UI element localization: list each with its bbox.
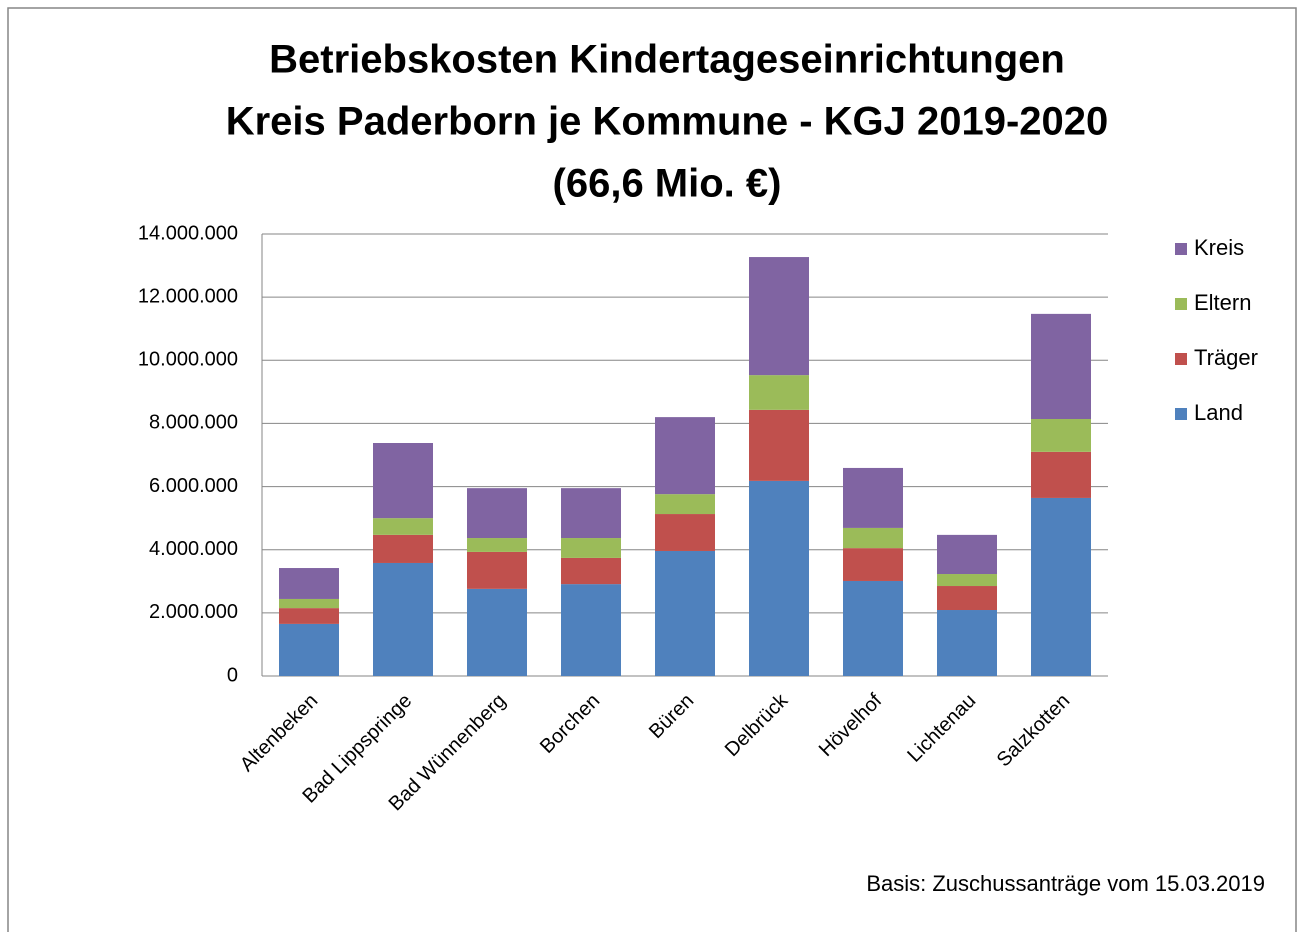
y-tick-label: 0: [227, 664, 238, 686]
bar-segment: [655, 514, 715, 551]
bar-segment: [843, 548, 903, 581]
bar-segment: [279, 608, 339, 624]
bar-segment: [279, 598, 339, 609]
bar-segment: [561, 584, 621, 676]
legend-swatch: [1175, 408, 1187, 420]
y-tick-label: 14.000.000: [138, 222, 238, 244]
bar-segment: [749, 257, 809, 376]
bar-segment: [467, 488, 527, 539]
bar-segment: [655, 417, 715, 495]
legend-label: Träger: [1194, 345, 1258, 370]
x-tick-label: Salzkotten: [993, 690, 1075, 772]
bar-segment: [373, 534, 433, 563]
bar-segment: [749, 409, 809, 481]
legend-swatch: [1175, 298, 1187, 310]
legend-swatch: [1175, 243, 1187, 255]
y-tick-label: 10.000.000: [138, 349, 238, 371]
bar-segment: [561, 538, 621, 558]
bar-segment: [467, 588, 527, 676]
legend-swatch: [1175, 353, 1187, 365]
bar-segment: [937, 610, 997, 676]
bar-segment: [467, 551, 527, 589]
bar-segment: [561, 488, 621, 539]
y-tick-label: 4.000.000: [149, 538, 238, 560]
bar-segment: [937, 534, 997, 575]
bar-segment: [279, 623, 339, 676]
bar-segment: [1031, 419, 1091, 452]
x-tick-label: Lichtenau: [903, 690, 980, 767]
y-tick-label: 12.000.000: [138, 285, 238, 307]
x-tick-label: Borchen: [536, 690, 604, 758]
legend-label: Kreis: [1194, 235, 1244, 260]
bar-segment: [655, 550, 715, 676]
bar-segment: [373, 562, 433, 676]
chart-border: [7, 7, 1297, 932]
x-tick-label: Büren: [645, 690, 698, 743]
y-tick-label: 2.000.000: [149, 601, 238, 623]
bar-segment: [843, 527, 903, 549]
legend-label: Eltern: [1194, 290, 1251, 315]
bar-segment: [843, 580, 903, 676]
x-tick-label: Delbrück: [721, 689, 793, 761]
bar-segment: [467, 538, 527, 552]
chart-title: Kreis Paderborn je Kommune - KGJ 2019-20…: [226, 100, 1109, 144]
bar-segment: [373, 443, 433, 519]
bar-segment: [1031, 313, 1091, 420]
y-tick-label: 6.000.000: [149, 475, 238, 497]
x-tick-label: Hövelhof: [815, 689, 887, 761]
bar-segment: [749, 375, 809, 410]
bar-segment: [749, 480, 809, 676]
bar-segment: [279, 568, 339, 599]
bar-segment: [937, 574, 997, 587]
chart-title: Betriebskosten Kindertageseinrichtungen: [269, 38, 1065, 82]
y-tick-label: 8.000.000: [149, 412, 238, 434]
bar-segment: [1031, 497, 1091, 676]
footnote: Basis: Zuschussanträge vom 15.03.2019: [866, 871, 1265, 896]
bar-segment: [373, 518, 433, 535]
bar-segment: [843, 467, 903, 528]
bar-segment: [561, 557, 621, 585]
x-tick-label: Altenbeken: [236, 690, 322, 776]
bar-segment: [655, 494, 715, 515]
bar-segment: [937, 586, 997, 611]
bar-segment: [1031, 451, 1091, 498]
chart-title: (66,6 Mio. €): [553, 162, 782, 206]
legend-label: Land: [1194, 400, 1243, 425]
